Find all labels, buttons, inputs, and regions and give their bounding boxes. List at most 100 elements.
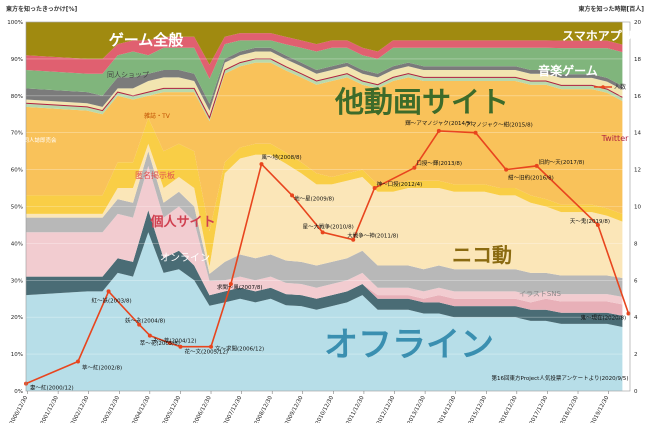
y-left-tick-label: 20% xyxy=(11,315,23,321)
people-count-series xyxy=(24,128,631,386)
y-right-tick-label: 0 xyxy=(634,389,638,395)
label-magazine: 雑誌・TV xyxy=(144,112,171,120)
people-point-label: 星～大戦争(2010/8) xyxy=(303,222,354,230)
label-nico: ニコ動 xyxy=(452,243,512,267)
people-point xyxy=(228,281,233,286)
people-point-label: 口授～輝(2013/8) xyxy=(416,159,462,167)
label-offline: オフライン xyxy=(324,325,494,365)
people-point xyxy=(209,344,214,349)
people-point-label: 風～地(2008/8) xyxy=(261,153,301,161)
people-point xyxy=(75,359,80,364)
people-point-label: 求聞～風(2007/8) xyxy=(217,283,263,291)
label-game: ゲーム全般 xyxy=(109,31,184,49)
people-point xyxy=(320,230,325,235)
label-personal-site: 個人サイト xyxy=(149,214,215,230)
y-left-tick-label: 0% xyxy=(14,389,23,395)
y-right-tick-label: 10 xyxy=(634,205,641,211)
people-point-label: 永～萃(2004/12) xyxy=(153,337,197,345)
label-doujin-shop: 同人ショップ xyxy=(107,71,149,79)
y-right-tick-label: 20 xyxy=(634,20,641,26)
people-point-label: 文～求聞(2006/12) xyxy=(215,345,264,353)
plot-frame xyxy=(25,21,631,392)
area-series-0 xyxy=(26,232,623,391)
people-point-label: 妖～永(2004/8) xyxy=(125,317,165,325)
people-point-label: 旧約～天(2017/8) xyxy=(539,158,585,166)
people-point xyxy=(147,333,152,338)
legend-label: 人数 xyxy=(614,83,626,91)
people-point xyxy=(167,341,172,346)
area-series-5 xyxy=(26,143,623,278)
y-right-tick-label: 2 xyxy=(634,352,638,358)
people-point-label: 天～鬼(2019/8) xyxy=(570,217,610,225)
people-point xyxy=(473,130,478,135)
people-point xyxy=(412,165,417,170)
people-point xyxy=(290,193,295,198)
y-left-tick-label: 30% xyxy=(11,278,23,284)
area-series-6 xyxy=(26,117,623,267)
y-left-tick-label: 90% xyxy=(11,57,23,63)
label-music-game: 音楽ゲーム xyxy=(538,63,598,78)
label-anon-board: 匿名掲示板 xyxy=(135,170,175,180)
people-point xyxy=(436,128,441,133)
area-series-10 xyxy=(26,47,623,111)
legend-marker xyxy=(601,85,605,89)
people-point xyxy=(626,311,631,316)
left-axis-title: 東方を知ったきっかけ[%] xyxy=(6,5,78,13)
people-point xyxy=(504,167,509,172)
area-series-2 xyxy=(26,210,623,316)
y-right-tick-label: 8 xyxy=(634,241,638,247)
people-point-label: 花～文(2005/12) xyxy=(184,348,228,356)
y-left-tick-label: 10% xyxy=(11,352,23,358)
label-illust-sns: イラストSNS xyxy=(519,290,562,298)
label-video-sites: 他動画サイト xyxy=(334,85,509,119)
y-left-tick-label: 70% xyxy=(11,131,23,137)
label-smartphone: スマホアプリ xyxy=(562,28,634,43)
y-right-tick-label: 4 xyxy=(634,315,638,321)
people-point-label: 紅～妖(2003/8) xyxy=(91,296,131,304)
twitter-line xyxy=(25,58,623,120)
label-doujin-event: 同人誌即売会 xyxy=(23,136,57,144)
y-left-tick-label: 60% xyxy=(11,168,23,174)
area-series-4 xyxy=(26,151,623,297)
people-point xyxy=(259,162,264,167)
y-left-tick-label: 50% xyxy=(11,205,23,211)
y-left-tick-label: 40% xyxy=(11,241,23,247)
people-point xyxy=(372,186,377,191)
area-series-9 xyxy=(26,51,623,118)
y-right-tick-label: 18 xyxy=(634,57,641,63)
right-axis-title: 東方を知った時期[百人] xyxy=(579,5,645,13)
stacked-area-series xyxy=(25,22,623,391)
y-right-tick-label: 12 xyxy=(634,168,641,174)
people-point-label: アマノジャク～紺(2015/8) xyxy=(466,121,533,129)
people-point-label: 神～口授(2012/4) xyxy=(377,180,423,188)
people-point-label: 大戦争～神(2011/8) xyxy=(347,232,398,240)
y-left-tick-label: 100% xyxy=(7,20,23,26)
y-right-tick-label: 6 xyxy=(634,278,638,284)
source-note: 第16回東方Project人気投票アンケートより(2020/9/5) xyxy=(492,374,629,382)
people-point-labels: 妻～紅(2000/12) 萃～紅(2002/8) 紅～妖(2003/8) 妖～永(20… xyxy=(30,119,626,392)
y-right-tick-label: 16 xyxy=(634,94,641,100)
people-point xyxy=(595,222,600,227)
people-point-label: 鬼～現在(2020/8) xyxy=(580,314,626,322)
area-series-1 xyxy=(26,210,623,327)
area-series-12 xyxy=(26,33,623,79)
y-right-tick-label: 14 xyxy=(634,131,641,137)
people-point-label: 萃～花(2005/8) xyxy=(140,339,180,347)
people-point xyxy=(178,344,183,349)
area-series-13 xyxy=(26,22,623,65)
people-point xyxy=(137,322,142,327)
people-point-label: 紺～旧約(2016/8) xyxy=(508,174,554,182)
people-point xyxy=(534,163,539,168)
y-left-tick-label: 80% xyxy=(11,94,23,100)
legend: 人数 xyxy=(594,83,626,91)
people-point-label: 妻～紅(2000/12) xyxy=(30,384,74,392)
people-point-label: 萃～紅(2002/8) xyxy=(82,363,122,371)
label-online: オンライン xyxy=(160,252,210,264)
label-twitter: Twitter xyxy=(601,134,630,143)
area-series-11 xyxy=(26,40,623,104)
people-point xyxy=(106,289,111,294)
area-series-7 xyxy=(26,62,623,232)
people-point-label: 地～星(2009/8) xyxy=(294,194,334,202)
people-point xyxy=(351,237,356,242)
